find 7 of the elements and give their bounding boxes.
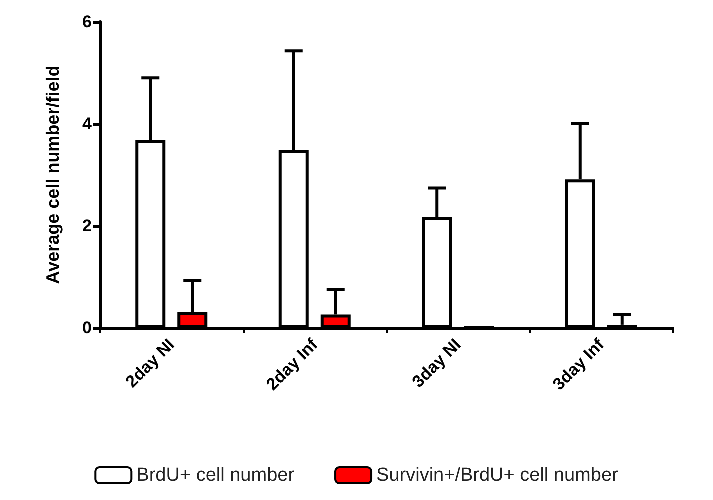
legend-label: BrdU+ cell number bbox=[136, 465, 296, 486]
y-tick-label: 6 bbox=[82, 12, 92, 32]
y-tick-label: 4 bbox=[82, 114, 93, 134]
y-tick-label: 2 bbox=[82, 216, 92, 236]
y-axis-title: Average cell number/field bbox=[43, 66, 63, 284]
legend-label: Survivin+/BrdU+ cell number bbox=[376, 465, 620, 486]
y-tick-label: 0 bbox=[82, 318, 92, 338]
